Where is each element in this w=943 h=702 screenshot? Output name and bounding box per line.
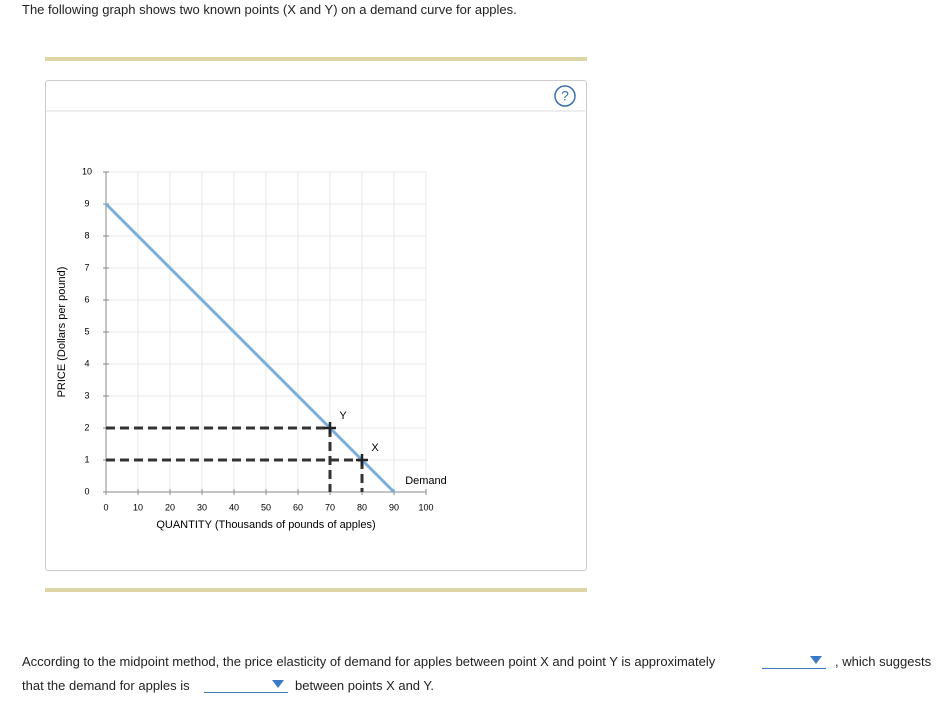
y-tick-label: 0	[84, 486, 89, 496]
question-text: The following graph shows two known poin…	[22, 2, 517, 17]
x-tick-label: 80	[357, 502, 367, 512]
y-tick-label: 8	[84, 230, 89, 240]
chart: ? PRICE (Dollars per pound) QUANTITY (Th…	[46, 85, 585, 531]
elasticity-dropdown[interactable]	[762, 654, 826, 669]
divider	[45, 57, 587, 61]
x-tick-label: 50	[261, 502, 271, 512]
y-tick-label: 1	[84, 454, 89, 464]
point-marker	[356, 454, 368, 466]
divider	[45, 588, 587, 592]
y-tick-label: 9	[84, 198, 89, 208]
help-icon-text[interactable]: ?	[561, 88, 569, 104]
y-tick-label: 2	[84, 422, 89, 432]
x-tick-label: 30	[197, 502, 207, 512]
x-tick-label: 90	[389, 502, 399, 512]
y-tick-label: 6	[84, 294, 89, 304]
x-tick-label: 0	[103, 502, 108, 512]
sentence-text: that the demand for apples is	[22, 678, 190, 693]
y-axis-label: PRICE (Dollars per pound)	[56, 267, 68, 398]
y-tick-label: 5	[84, 326, 89, 336]
sentence-text: , which suggests	[835, 654, 932, 669]
y-tick-label: 7	[84, 262, 89, 272]
demand-type-dropdown[interactable]	[204, 678, 288, 693]
demand-line	[104, 202, 396, 494]
help-icon[interactable]	[554, 85, 576, 107]
x-tick-label: 70	[325, 502, 335, 512]
sentence-text: between points X and Y.	[295, 678, 435, 693]
graph-panel	[45, 80, 587, 571]
x-tick-label: 10	[133, 502, 143, 512]
point-label: Y	[339, 410, 347, 422]
x-tick-label: 40	[229, 502, 239, 512]
sentence-text: According to the midpoint method, the pr…	[22, 654, 716, 669]
series-label: Demand	[405, 475, 447, 487]
x-axis-label: QUANTITY (Thousands of pounds of apples)	[156, 519, 375, 531]
y-tick-label: 4	[84, 358, 89, 368]
point-label: X	[371, 442, 379, 454]
y-tick-label: 10	[82, 166, 92, 176]
x-tick-label: 20	[165, 502, 175, 512]
y-tick-label: 3	[84, 390, 89, 400]
x-tick-label: 60	[293, 502, 303, 512]
x-tick-label: 100	[418, 502, 433, 512]
point-marker	[324, 422, 336, 434]
